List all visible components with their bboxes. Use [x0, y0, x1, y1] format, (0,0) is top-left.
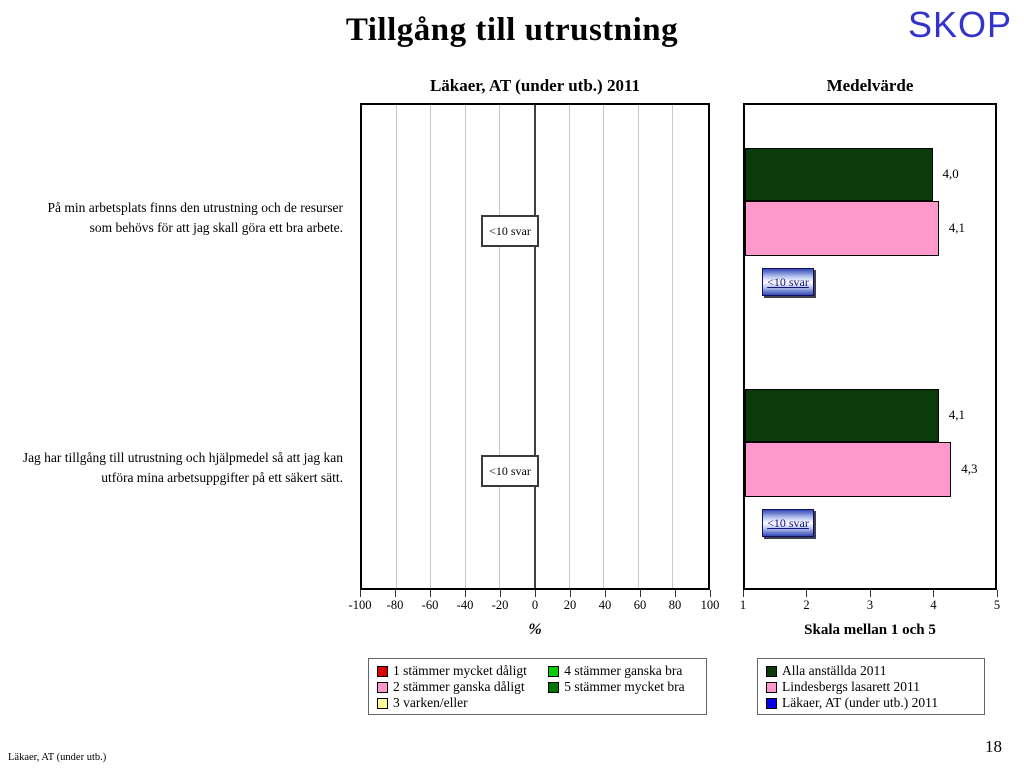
tickmark	[569, 590, 571, 597]
tickmark	[534, 590, 536, 597]
tickmark	[709, 590, 711, 597]
legend-label: 3 varken/eller	[393, 695, 468, 710]
legend-label: Lindesbergs lasarett 2011	[782, 679, 920, 694]
ticklabel: 80	[668, 598, 682, 612]
ticklabel: -40	[456, 598, 474, 612]
no-answer-box-percent-q1: <10 svar	[481, 215, 539, 247]
skop-logo: SKOP	[907, 4, 1012, 45]
bar-q2-lindesbergs-lasarett	[745, 442, 952, 497]
ticklabel: 0	[531, 598, 539, 612]
percent-axis-title: %	[528, 621, 542, 638]
tickmark	[933, 590, 934, 597]
legend-swatch	[548, 665, 560, 677]
tickmark	[359, 590, 361, 597]
tickmark	[639, 590, 641, 597]
bar-value-label: 4,1	[948, 219, 965, 235]
gridline	[499, 105, 501, 588]
legend-item: Lindesbergs lasarett 2011	[766, 679, 976, 695]
answer-scale-legend: 1 stämmer mycket dåligt 2 stämmer ganska …	[368, 658, 707, 715]
scale-axis-title: Skala mellan 1 och 5	[804, 622, 936, 638]
legend-label: 2 stämmer ganska dåligt	[393, 679, 525, 694]
tickmark	[806, 590, 807, 597]
legend-item: 2 stämmer ganska dåligt	[377, 679, 540, 695]
percent-chart-plot-area: <10 svar <10 svar	[360, 103, 710, 590]
percent-axis-ticklabels: -100 -80 -60 -40 -20 0 20 40 60 80 100	[349, 598, 720, 614]
legend-item: 1 stämmer mycket dåligt	[377, 663, 540, 679]
legend-swatch	[377, 697, 388, 709]
scale-axis-tickmarks	[742, 590, 998, 597]
tickmark	[464, 590, 466, 597]
bar-value-label: 4,0	[942, 165, 959, 181]
gridline	[464, 105, 466, 588]
legend-item: Alla anställda 2011	[766, 663, 976, 679]
gridline	[430, 105, 432, 588]
series-legend: Alla anställda 2011 Lindesbergs lasarett …	[757, 658, 985, 715]
ticklabel: 4	[930, 598, 937, 612]
slide-title: Tillgång till utrustning	[345, 12, 679, 48]
ticklabel: -60	[421, 598, 439, 612]
ticklabel: -20	[491, 598, 509, 612]
tickmark	[742, 590, 744, 597]
bar-q1-lindesbergs-lasarett	[745, 201, 939, 256]
tickmark	[394, 590, 396, 597]
legend-swatch	[377, 681, 388, 693]
legend-swatch	[766, 681, 777, 693]
legend-item: Läkaer, AT (under utb.) 2011	[766, 695, 976, 711]
tickmark	[996, 590, 998, 597]
mean-chart-plot-area: 4,0 4,1 <10 svar 4,1 4,3 <10 svar	[743, 103, 997, 590]
slide-footer: Läkaer, AT (under utb.)	[8, 752, 107, 763]
legend-swatch	[548, 681, 560, 693]
legend-label: Läkaer, AT (under utb.) 2011	[782, 695, 939, 710]
ticklabel: 2	[803, 598, 810, 612]
legend-swatch	[766, 697, 777, 709]
gridline	[568, 105, 570, 588]
percent-axis-tickmarks	[359, 590, 711, 597]
page-number: 18	[985, 737, 1002, 756]
no-answer-box-mean-q2: <10 svar	[762, 509, 814, 537]
ticklabel: -100	[348, 598, 372, 612]
tickmark	[429, 590, 431, 597]
ticklabel: 20	[563, 598, 577, 612]
tickmark	[674, 590, 676, 597]
legend-item: 3 varken/eller	[377, 695, 540, 711]
tickmark	[604, 590, 606, 597]
no-answer-box-percent-q2: <10 svar	[481, 455, 539, 487]
legend-label: 1 stämmer mycket dåligt	[393, 663, 527, 678]
question-label-1: På min arbetsplats finns den utrustning …	[47, 200, 343, 235]
gridline	[395, 105, 397, 588]
legend-label: 4 stämmer ganska bra	[564, 663, 683, 678]
bar-q1-alla-anstallda	[745, 148, 933, 201]
zero-line	[534, 105, 536, 588]
gridline	[603, 105, 605, 588]
legend-item: 5 stämmer mycket bra	[548, 679, 698, 695]
bar-q2-alla-anstallda	[745, 389, 939, 442]
legend-label: 5 stämmer mycket bra	[564, 679, 685, 694]
ticklabel: 100	[700, 598, 720, 612]
ticklabel: -80	[386, 598, 404, 612]
ticklabel: 40	[598, 598, 612, 612]
gridline	[637, 105, 639, 588]
right-chart-title: Medelvärde	[826, 76, 914, 95]
left-chart-title: Läkaer, AT (under utb.) 2011	[429, 76, 641, 95]
ticklabel: 60	[633, 598, 647, 612]
tickmark	[869, 590, 871, 597]
bar-value-label: 4,1	[948, 406, 965, 422]
legend-swatch	[377, 665, 388, 677]
legend-item: 4 stämmer ganska bra	[548, 663, 698, 679]
gridline	[672, 105, 674, 588]
ticklabel: 3	[866, 598, 874, 612]
question-label-2: Jag har tillgång till utrustning och hjä…	[22, 450, 343, 485]
ticklabel: 5	[993, 598, 1001, 612]
tickmark	[499, 590, 501, 597]
ticklabel: 1	[739, 598, 747, 612]
scale-axis-ticklabels: 1 2 3 4 5	[739, 598, 1001, 614]
no-answer-box-mean-q1: <10 svar	[762, 268, 814, 296]
bar-value-label: 4,3	[961, 460, 978, 476]
legend-label: Alla anställda 2011	[782, 663, 887, 678]
legend-swatch	[766, 665, 777, 677]
